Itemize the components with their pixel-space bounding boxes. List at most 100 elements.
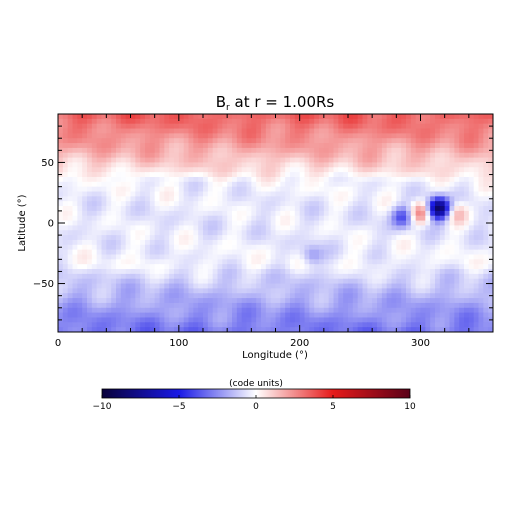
heatmap-cell	[203, 176, 209, 183]
heatmap-cell	[328, 157, 335, 164]
heatmap-cell	[444, 143, 451, 149]
heatmap-cell	[381, 162, 388, 168]
heatmap-cell	[420, 114, 426, 120]
heatmap-cell	[396, 167, 402, 173]
heatmap-cell	[207, 307, 214, 314]
heatmap-cell	[425, 172, 431, 178]
heatmap-cell	[82, 322, 88, 328]
heatmap-cell	[261, 215, 267, 222]
heatmap-cell	[58, 206, 64, 212]
heatmap-cell	[130, 152, 136, 159]
heatmap-cell	[367, 118, 373, 125]
heatmap-cell	[125, 167, 132, 173]
heatmap-cell	[314, 186, 320, 193]
heatmap-cell	[468, 269, 475, 275]
heatmap-cell	[468, 225, 475, 231]
heatmap-cell	[125, 273, 132, 280]
heatmap-cell	[352, 176, 359, 183]
heatmap-cell	[396, 317, 402, 323]
heatmap-cell	[159, 138, 165, 144]
heatmap-cell	[241, 269, 248, 275]
heatmap-cell	[348, 254, 354, 260]
heatmap-cell	[459, 225, 465, 231]
heatmap-cell	[323, 259, 330, 265]
heatmap-cell	[420, 201, 426, 207]
heatmap-cell	[207, 322, 214, 328]
heatmap-cell	[183, 278, 190, 285]
heatmap-cell	[193, 322, 199, 328]
heatmap-cell	[82, 327, 88, 332]
heatmap-cell	[145, 273, 151, 280]
heatmap-cell	[468, 143, 475, 149]
heatmap-cell	[178, 206, 185, 212]
heatmap-cell	[236, 307, 243, 314]
heatmap-cell	[164, 298, 170, 304]
heatmap-cell	[246, 317, 252, 323]
heatmap-cell	[106, 298, 112, 304]
heatmap-cell	[473, 230, 480, 236]
heatmap-cell	[178, 264, 185, 270]
heatmap-cell	[464, 196, 470, 202]
heatmap-cell	[352, 298, 359, 304]
heatmap-cell	[304, 152, 310, 159]
heatmap-cell	[275, 283, 281, 289]
heatmap-cell	[381, 181, 388, 188]
heatmap-cell	[125, 225, 132, 231]
heatmap-cell	[323, 172, 330, 178]
heatmap-cell	[439, 327, 446, 332]
heatmap-cell	[77, 249, 83, 256]
heatmap-cell	[256, 181, 262, 188]
heatmap-cell	[280, 327, 286, 332]
heatmap-cell	[304, 167, 310, 173]
heatmap-cell	[352, 215, 359, 222]
heatmap-cell	[140, 278, 146, 285]
heatmap-cell	[212, 264, 219, 270]
heatmap-cell	[265, 298, 272, 304]
heatmap-cell	[381, 186, 388, 193]
heatmap-cell	[251, 186, 257, 193]
heatmap-cell	[483, 235, 489, 241]
heatmap-cell	[328, 167, 335, 173]
heatmap-cell	[309, 220, 315, 227]
heatmap-cell	[454, 283, 460, 289]
heatmap-cell	[183, 201, 190, 207]
heatmap-cell	[386, 312, 393, 319]
heatmap-cell	[169, 312, 175, 319]
heatmap-cell	[256, 273, 262, 280]
heatmap-cell	[145, 176, 151, 183]
heatmap-cell	[362, 220, 368, 227]
heatmap-cell	[193, 235, 199, 241]
heatmap-cell	[149, 152, 156, 159]
heatmap-cell	[377, 157, 383, 164]
heatmap-cell	[101, 322, 107, 328]
heatmap-cell	[357, 181, 364, 188]
heatmap-cell	[154, 312, 161, 319]
heatmap-cell	[415, 172, 422, 178]
heatmap-cell	[212, 317, 219, 323]
heatmap-cell	[82, 206, 88, 212]
heatmap-cell	[149, 317, 156, 323]
heatmap-cell	[454, 317, 460, 323]
heatmap-cell	[299, 327, 306, 332]
heatmap-cell	[285, 235, 291, 241]
heatmap-cell	[439, 162, 446, 168]
heatmap-cell	[468, 273, 475, 280]
heatmap-cell	[232, 312, 238, 319]
heatmap-cell	[207, 167, 214, 173]
heatmap-cell	[87, 123, 93, 130]
heatmap-cell	[193, 196, 199, 202]
heatmap-cell	[91, 259, 98, 265]
heatmap-cell	[217, 239, 223, 246]
heatmap-cell	[164, 215, 170, 222]
heatmap-cell	[488, 273, 493, 280]
heatmap-cell	[203, 191, 209, 197]
heatmap-cell	[96, 254, 103, 260]
heatmap-cell	[309, 196, 315, 202]
heatmap-cell	[164, 206, 170, 212]
heatmap-cell	[468, 254, 475, 260]
heatmap-cell	[261, 230, 267, 236]
heatmap-cell	[483, 269, 489, 275]
heatmap-cell	[135, 312, 141, 319]
heatmap-cell	[87, 249, 93, 256]
heatmap-cell	[420, 293, 426, 299]
